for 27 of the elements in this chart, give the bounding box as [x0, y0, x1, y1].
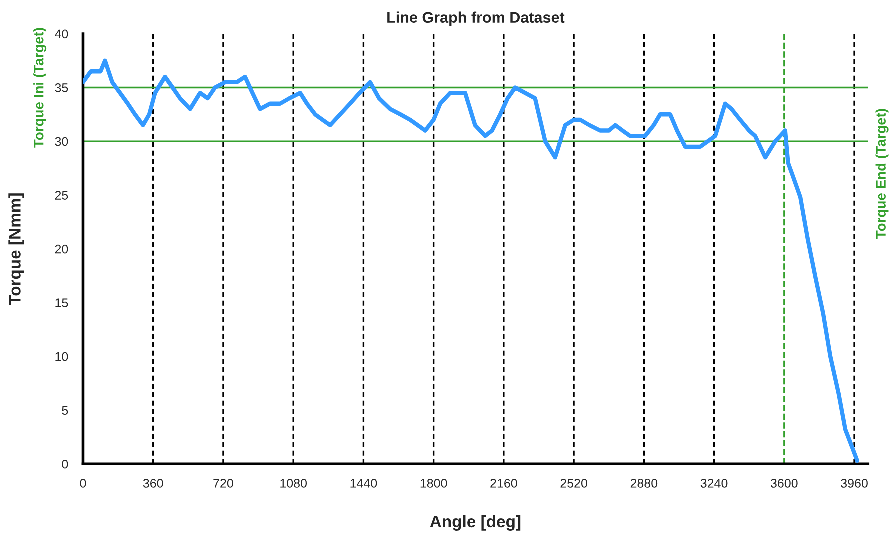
- chart-title: Line Graph from Dataset: [388, 12, 565, 26]
- y-axis-title: Torque [Nmm]: [8, 194, 24, 306]
- y-tick-label: 20: [55, 244, 68, 254]
- x-tick-label: 3240: [700, 479, 728, 488]
- y-tick-label: 10: [56, 352, 68, 362]
- line-series: [83, 58, 860, 464]
- ref-line-label: Torque End (Target): [876, 109, 889, 239]
- ref-line-label: Torque Ini (Target): [34, 28, 47, 148]
- x-tick-label: 720: [214, 479, 234, 488]
- x-tick-label: 2880: [630, 479, 658, 488]
- y-tick-label: 5: [62, 406, 68, 416]
- x-tick-label: 3960: [841, 479, 868, 488]
- y-tick-label: 0: [62, 460, 68, 469]
- y-tick-label: 40: [55, 30, 68, 39]
- x-tick-label: 360: [143, 479, 164, 488]
- x-tick-label: 2160: [490, 479, 518, 488]
- x-tick-label: 0: [80, 479, 86, 488]
- x-tick-label: 1440: [350, 479, 378, 488]
- y-tick-label: 25: [55, 191, 68, 200]
- x-tick-label: 1080: [280, 479, 307, 488]
- y-tick-label: 15: [56, 298, 68, 308]
- x-tick-label: 1800: [420, 479, 448, 488]
- y-tick-label: 30: [55, 137, 68, 146]
- x-axis-title: Angle [deg]: [430, 515, 521, 531]
- x-tick-label: 2520: [560, 479, 588, 488]
- y-tick-label: 35: [55, 84, 68, 92]
- x-tick-label: 3600: [770, 479, 798, 488]
